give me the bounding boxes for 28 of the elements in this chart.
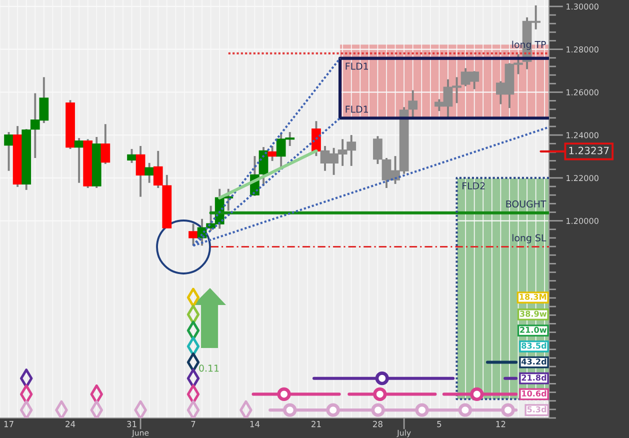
text: 21.0w: [520, 326, 547, 333]
annotation: FLD1: [346, 106, 368, 113]
annotation: 0.11: [199, 364, 219, 372]
text: 43.2d: [522, 358, 546, 365]
x-tick-label: 5: [437, 421, 442, 428]
y-tick-label: 1.22000: [566, 175, 598, 182]
y-tick-label: 1.28000: [566, 46, 598, 52]
text: 83.5d: [522, 342, 546, 349]
y-tick-label: 1.20000: [566, 218, 598, 224]
x-tick-label: 17: [4, 421, 14, 428]
y-tick-label: 1.26000: [566, 89, 598, 96]
text: 5.3d: [527, 406, 546, 412]
y-tick-label: 1.30000: [566, 4, 598, 10]
x-tick-label: 14: [250, 421, 260, 428]
x-tick-label: 31: [127, 420, 136, 428]
text: 21.8d: [522, 374, 546, 381]
text: 38.9w: [520, 310, 547, 317]
text: 18.3M: [520, 294, 546, 300]
x-tick-label: 12: [496, 420, 506, 428]
y-tick-label: 1.24000: [566, 132, 598, 138]
annotation: FLD1: [346, 62, 368, 70]
x-tick-label: 21: [312, 420, 321, 428]
x-tick-label: 28: [373, 420, 382, 428]
ref-line-label: 1.23237: [569, 146, 609, 154]
x-tick-label: 24: [66, 420, 76, 428]
text: 10.6d: [522, 390, 546, 397]
x-tick-label: 7: [191, 421, 196, 428]
annotation: long TP: [512, 40, 546, 50]
